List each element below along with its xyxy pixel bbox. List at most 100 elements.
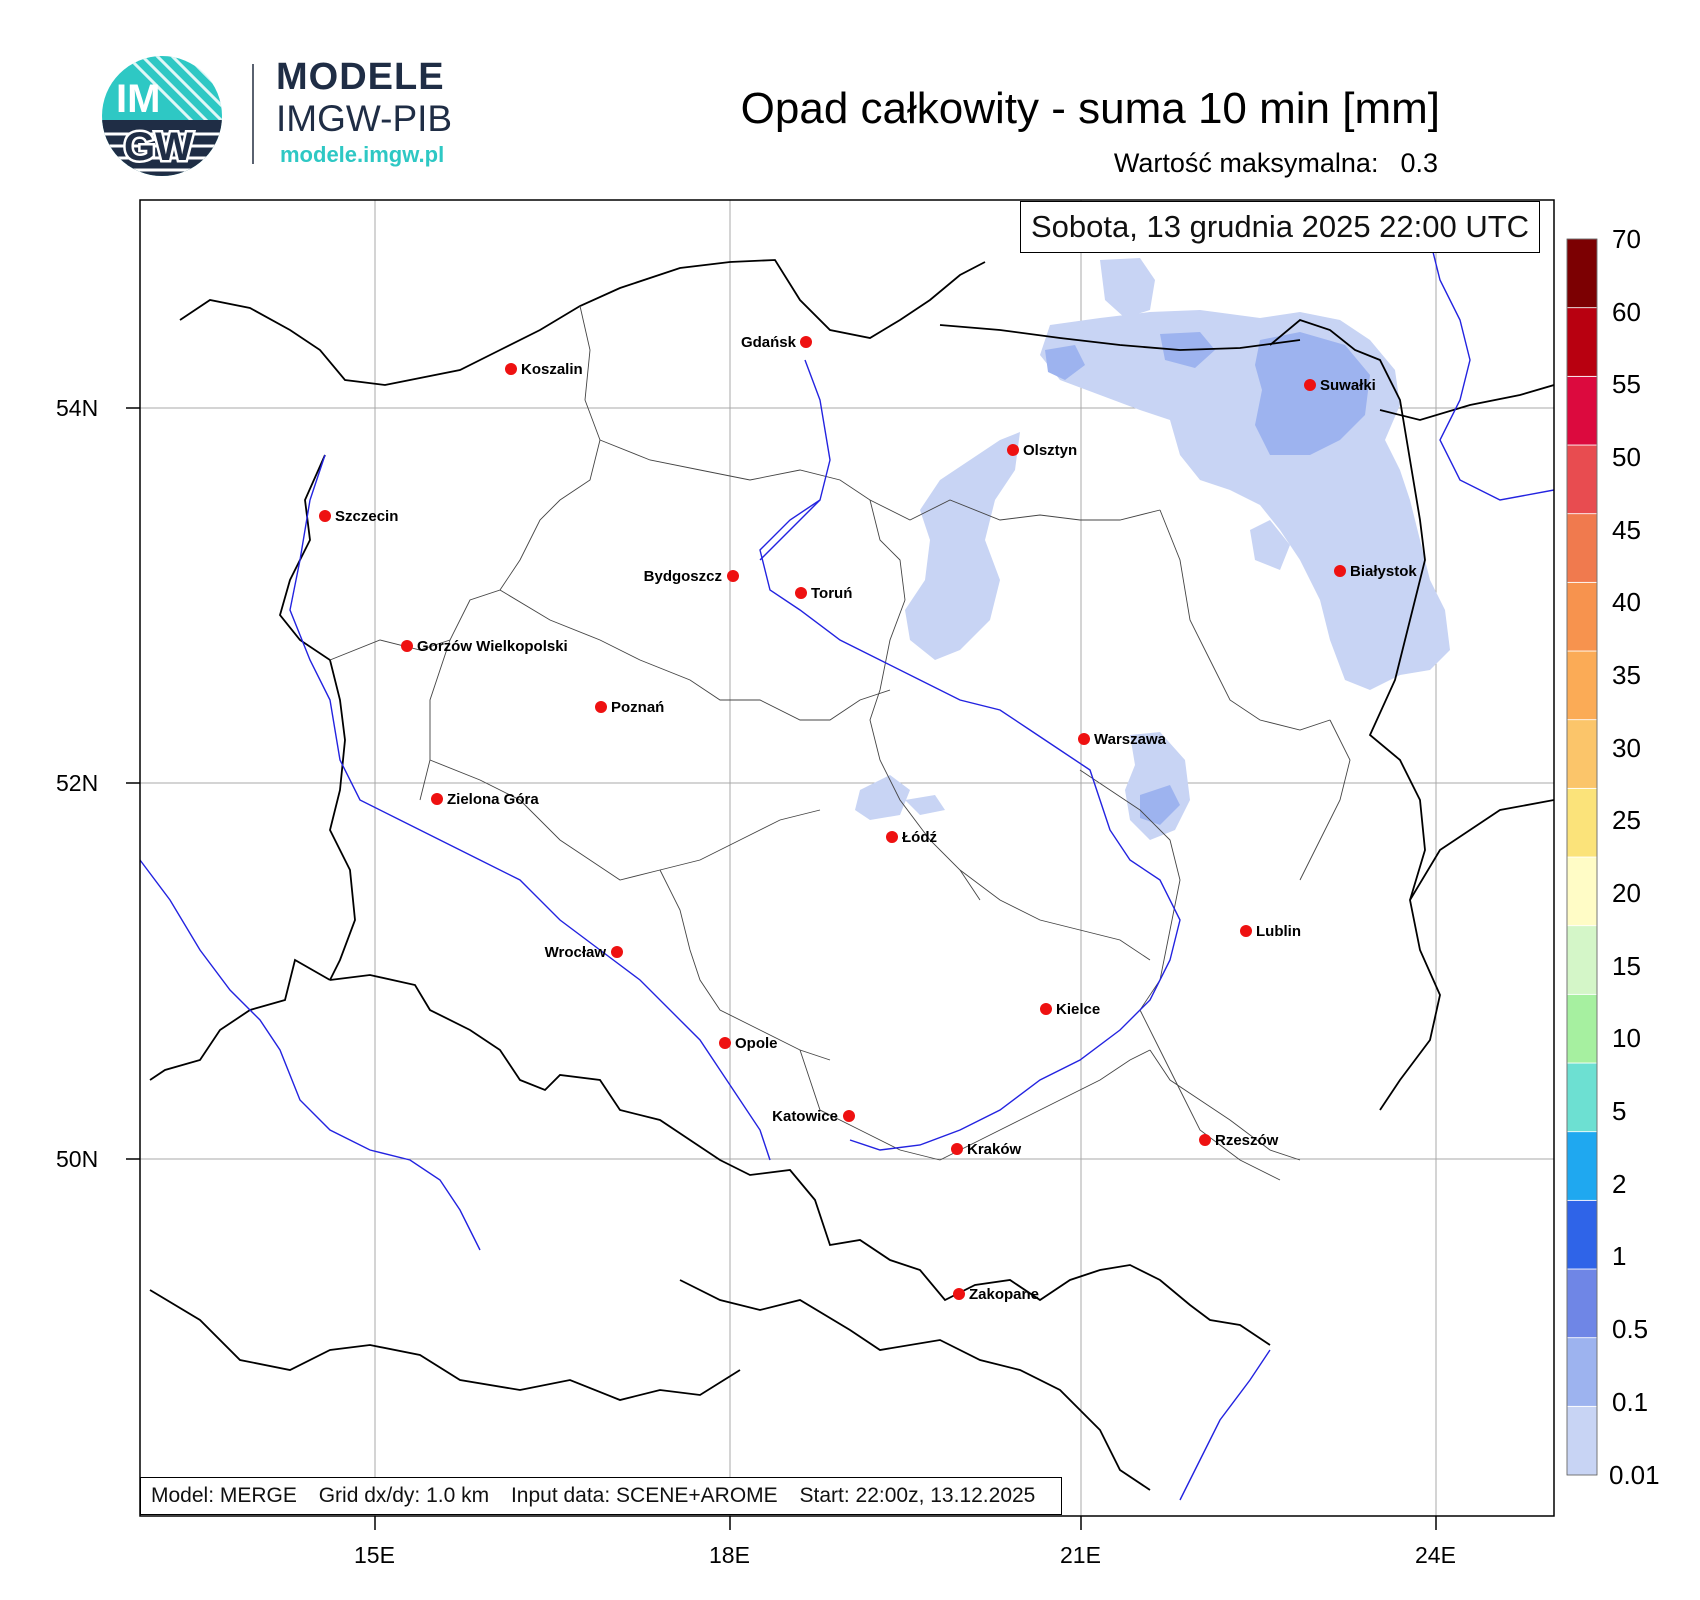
model-name: Model: MERGE xyxy=(151,1484,297,1507)
precip-area-olsztyn-band xyxy=(905,432,1020,660)
precip-area-warszawa-core xyxy=(1140,785,1180,825)
lon-label-18: 18E xyxy=(709,1542,750,1568)
logo-url-link[interactable]: modele.imgw.pl xyxy=(280,142,445,167)
colorbar-border xyxy=(1566,238,1598,1476)
colorbar-swatch xyxy=(1566,375,1598,446)
city-dot-bydgoszcz xyxy=(727,570,739,582)
lon-label-15: 15E xyxy=(354,1542,395,1568)
border-poland-south xyxy=(149,958,1271,1346)
imgw-logo-icon: IM GW xyxy=(102,56,222,176)
city-label-lublin: Lublin xyxy=(1256,923,1301,940)
city-dot-lublin xyxy=(1240,925,1252,937)
precipitation-areas xyxy=(855,258,1450,840)
colorbar-label: 50 xyxy=(1612,442,1641,472)
river-odra xyxy=(289,454,771,1161)
border-poland-west xyxy=(279,454,356,981)
border-slovakia-hungary xyxy=(679,1279,1151,1491)
colorbar-label: 25 xyxy=(1612,805,1641,835)
city-dot-zielona-gora xyxy=(431,793,443,805)
max-value: 0.3 xyxy=(1400,148,1438,178)
city-dot-torun xyxy=(795,587,807,599)
precip-area-north-streak xyxy=(1100,258,1155,318)
colorbar-swatch xyxy=(1566,993,1598,1064)
colorbar-swatch xyxy=(1566,513,1598,583)
city-dot-olsztyn xyxy=(1007,444,1019,456)
precip-area-east-patch xyxy=(1250,520,1290,570)
city-dot-bialystok xyxy=(1334,565,1346,577)
logo-separator xyxy=(252,64,254,164)
city-label-szczecin: Szczecin xyxy=(335,508,399,525)
city-label-wroclaw: Wrocław xyxy=(544,944,606,961)
river-southeast xyxy=(1179,1349,1271,1501)
city-dot-zakopane xyxy=(953,1288,965,1300)
colorbar-label: 15 xyxy=(1612,951,1641,981)
city-dot-rzeszow xyxy=(1199,1134,1211,1146)
city-label-koszalin: Koszalin xyxy=(521,361,583,378)
colorbar-label: 70 xyxy=(1612,224,1641,254)
city-label-lodz: Łódź xyxy=(902,829,937,846)
start-time: Start: 22:00z, 13.12.2025 xyxy=(799,1484,1036,1507)
region-boundaries xyxy=(329,305,1351,1181)
city-dot-koszalin xyxy=(505,363,517,375)
city-dot-wroclaw xyxy=(611,946,623,958)
colorbar-label: 5 xyxy=(1612,1096,1627,1126)
lon-label-24: 24E xyxy=(1415,1542,1456,1568)
city-dot-gdansk xyxy=(800,336,812,348)
city-label-zakopane: Zakopane xyxy=(969,1286,1040,1303)
colorbar-swatch xyxy=(1566,719,1598,789)
city-label-poznan: Poznań xyxy=(611,699,665,716)
colorbar-swatch xyxy=(1566,925,1598,995)
colorbar-label: 40 xyxy=(1612,587,1641,617)
colorbar-swatch xyxy=(1566,650,1598,721)
colorbar-swatch xyxy=(1566,1131,1598,1201)
colorbar-swatch xyxy=(1566,1337,1598,1407)
max-value-line: Wartość maksymalna: 0.3 xyxy=(1114,148,1438,179)
rivers xyxy=(140,239,1554,1501)
city-dot-suwalki xyxy=(1304,379,1316,391)
colorbar-swatch xyxy=(1566,1199,1598,1270)
city-label-warszawa: Warszawa xyxy=(1094,731,1166,748)
border-ukraine xyxy=(1409,799,1554,901)
colorbar-swatch xyxy=(1566,444,1598,515)
lat-label-52: 52N xyxy=(56,770,99,796)
city-label-krakow: Kraków xyxy=(967,1141,1022,1158)
city-dot-krakow xyxy=(951,1143,963,1155)
city-label-rzeszow: Rzeszów xyxy=(1215,1132,1279,1149)
river-south xyxy=(140,859,481,1251)
river-bug xyxy=(1429,239,1554,501)
colorbar-swatch xyxy=(1566,856,1598,927)
colorbar-swatch xyxy=(1566,787,1598,858)
river-vistula xyxy=(759,359,1181,1151)
city-dot-kielce xyxy=(1040,1003,1052,1015)
colorbar-label: 55 xyxy=(1612,369,1641,399)
max-value-label: Wartość maksymalna: xyxy=(1113,148,1379,178)
city-dot-warszawa xyxy=(1078,733,1090,745)
border-lithuania-belarus xyxy=(1379,384,1554,421)
logo-title: MODELE xyxy=(276,56,445,98)
border-poland-east xyxy=(1269,318,1441,1111)
colorbar-label: 0.5 xyxy=(1612,1314,1649,1344)
colorbar-swatch xyxy=(1566,1062,1598,1133)
city-label-gorzow: Gorzów Wielkopolski xyxy=(417,638,568,655)
precip-area-lodz xyxy=(855,775,945,820)
lat-label-54: 54N xyxy=(56,395,99,421)
axis-ticks xyxy=(126,407,1437,1530)
colorbar-label: 45 xyxy=(1612,515,1641,545)
colorbar-label: 60 xyxy=(1612,297,1641,327)
border-czech-austria xyxy=(149,1289,741,1401)
city-dot-poznan xyxy=(595,701,607,713)
city-label-torun: Toruń xyxy=(811,585,853,602)
colorbar-label: 35 xyxy=(1612,660,1641,690)
city-dot-szczecin xyxy=(319,510,331,522)
city-dot-katowice xyxy=(843,1110,855,1122)
map-title: Opad całkowity - suma 10 min [mm] xyxy=(740,84,1440,133)
city-label-olsztyn: Olsztyn xyxy=(1023,442,1078,459)
colorbar-label: 30 xyxy=(1612,733,1641,763)
city-label-bydgoszcz: Bydgoszcz xyxy=(643,568,722,585)
colorbar-label: 20 xyxy=(1612,878,1641,908)
colorbar-label: 0.1 xyxy=(1612,1387,1649,1417)
colorbar-swatch xyxy=(1566,1268,1598,1339)
lon-label-21: 21E xyxy=(1060,1542,1101,1568)
city-label-suwalki: Suwałki xyxy=(1320,377,1376,394)
